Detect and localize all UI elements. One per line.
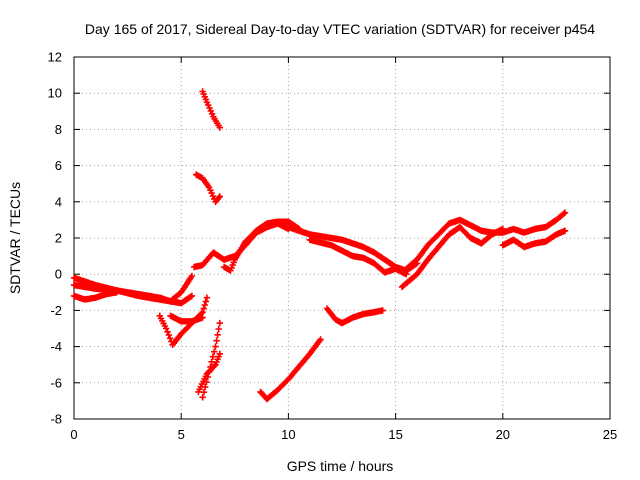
series-arc-15 [403,209,569,272]
y-tick-label: -8 [50,412,62,427]
x-tick-label: 5 [178,427,185,442]
y-tick-label: 2 [55,231,62,246]
y-axis-label: SDTVAR / TECUs [7,182,23,294]
x-tick-label: 10 [281,427,295,442]
y-tick-label: -6 [50,375,62,390]
data-point-marks [195,350,223,396]
data-point-marks [70,289,121,303]
data-point-marks [167,312,206,325]
x-tick-label: 15 [388,427,402,442]
data-point-marks [220,218,303,274]
data-points [70,88,569,403]
y-tick-label: 6 [55,158,62,173]
series-arc-13 [306,236,410,278]
series-arc-9 [193,171,223,205]
x-axis-label: GPS time / hours [287,458,394,474]
y-tick-label: 0 [55,267,62,282]
series-arc-3 [70,289,121,303]
y-tick-label: 4 [55,194,62,209]
y-tick-label: 12 [48,50,62,65]
series-arc-11 [220,218,303,274]
series-arc-17 [257,336,324,403]
series-arc-16 [499,227,569,251]
data-point-marks [193,171,223,205]
data-point-marks [499,227,569,251]
y-tick-label: 10 [48,86,62,101]
data-point-marks [199,319,223,401]
data-point-marks [285,223,421,274]
series-arc-18 [323,305,386,327]
data-point-marks [403,209,569,272]
series-arc-8 [199,88,223,131]
data-point-marks [199,88,223,131]
data-point-marks [306,236,410,278]
series-arc-6 [199,319,223,401]
x-tick-label: 20 [496,427,510,442]
data-point-marks [257,336,324,403]
x-tick-label: 0 [70,427,77,442]
axis-ticks: 0 5 10 15 20 25 -8 -6 -4 -2 0 2 4 6 8 10 12 [48,50,618,443]
y-tick-label: 8 [55,122,62,137]
x-tick-label: 25 [603,427,617,442]
y-tick-label: -2 [50,303,62,318]
series-arc-12 [285,223,421,274]
chart-title: Day 165 of 2017, Sidereal Day-to-day VTE… [85,21,595,37]
data-point-marks [323,305,386,327]
y-tick-label: -4 [50,339,62,354]
series-arc-5 [167,312,206,325]
series-arc-7 [195,350,223,396]
